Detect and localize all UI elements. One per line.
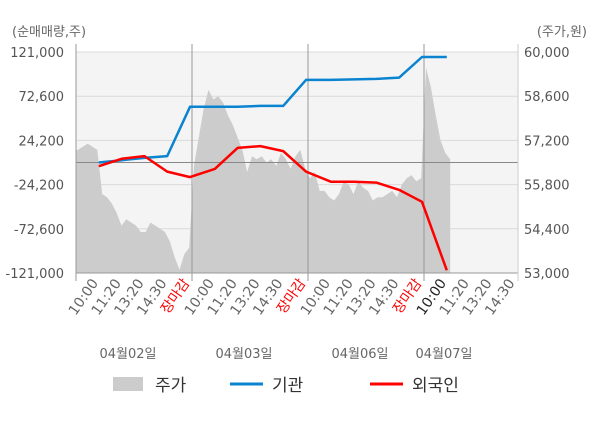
date-label: 04월07일 — [415, 347, 472, 362]
left-tick-label: -24,200 — [14, 179, 64, 194]
date-label: 04월02일 — [99, 347, 156, 362]
left-tick-label: 121,000 — [10, 46, 64, 61]
legend-price-swatch — [113, 377, 143, 391]
right-tick-label: 53,000 — [524, 267, 570, 282]
legend-label: 주가 — [155, 376, 187, 396]
right-axis-label: (주가,원) — [537, 25, 587, 40]
plot-area: 121,000 72,600 24,200 -24,200 -72,600 -121,00… — [6, 44, 570, 362]
left-tick-label: -72,600 — [14, 223, 64, 238]
date-label: 04월03일 — [215, 347, 272, 362]
right-tick-label: 57,200 — [524, 134, 570, 149]
left-tick-label: -121,000 — [6, 267, 64, 282]
left-tick-label: 72,600 — [19, 90, 65, 105]
right-tick-label: 58,600 — [524, 90, 570, 105]
legend-label: 외국인 — [412, 376, 459, 396]
left-tick-label: 24,200 — [19, 134, 65, 149]
date-label: 04월06일 — [331, 347, 388, 362]
right-tick-label: 55,800 — [524, 179, 570, 194]
right-tick-label: 54,400 — [524, 223, 570, 238]
left-axis-label: (순매매량,주) — [12, 25, 86, 40]
right-tick-label: 60,000 — [524, 46, 570, 61]
legend: 주가 기관 외국인 — [113, 376, 459, 396]
legend-label: 기관 — [272, 376, 303, 396]
